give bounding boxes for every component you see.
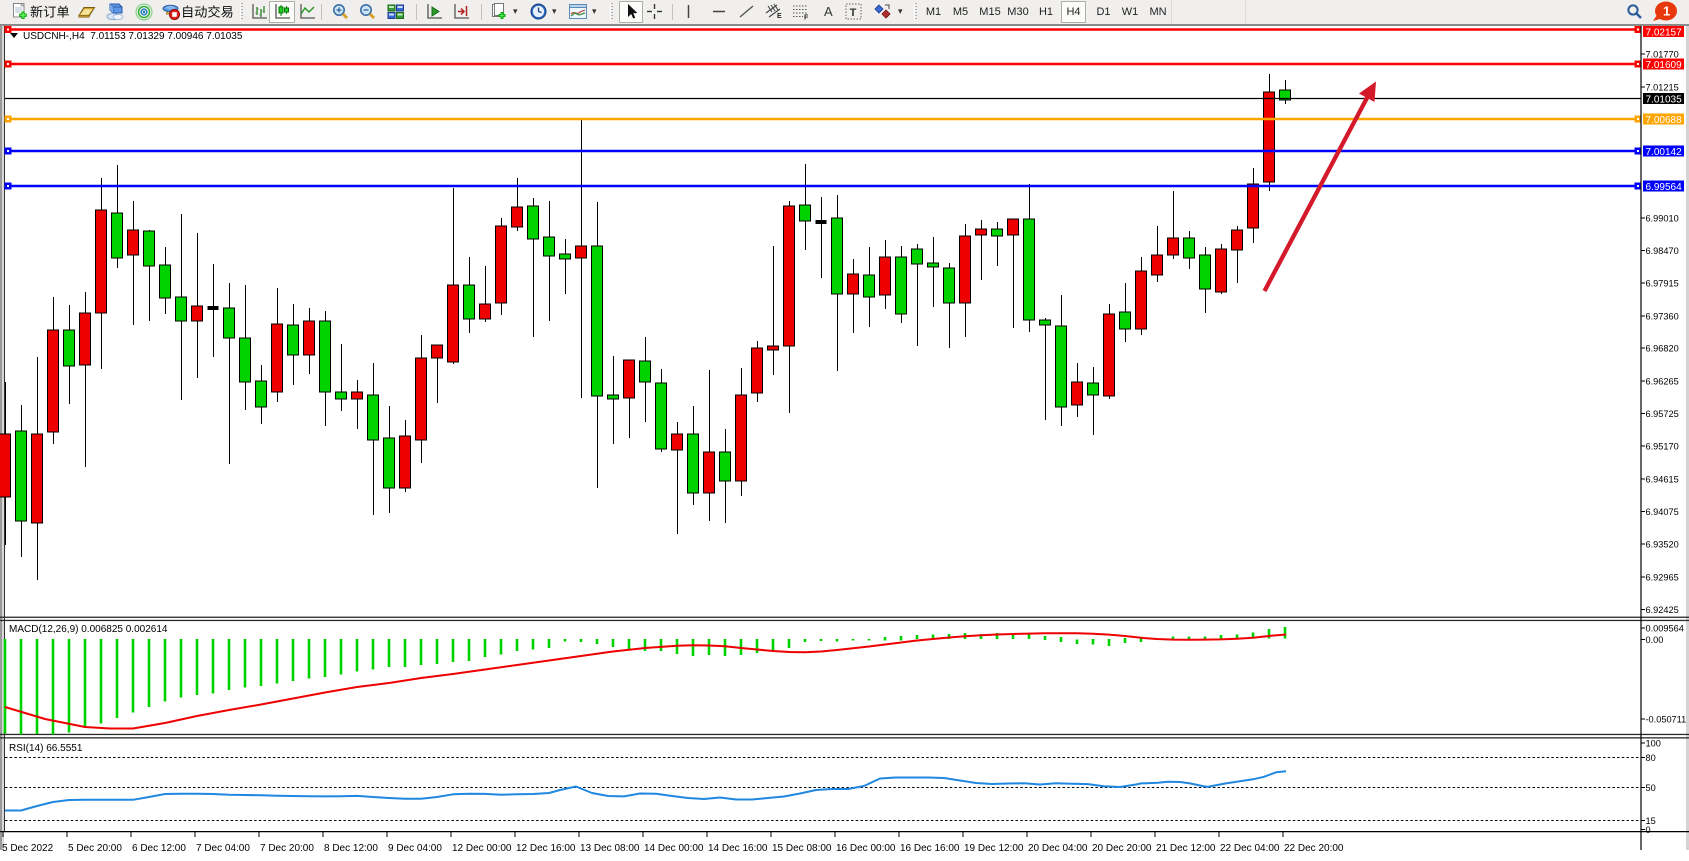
svg-text:5 Dec 2022: 5 Dec 2022 bbox=[2, 843, 54, 854]
svg-text:20 Dec 20:00: 20 Dec 20:00 bbox=[1092, 843, 1152, 854]
svg-text:MACD(12,26,9) 0.006825 0.00261: MACD(12,26,9) 0.006825 0.002614 bbox=[9, 624, 168, 635]
svg-text:RSI(14) 66.5551: RSI(14) 66.5551 bbox=[9, 743, 83, 754]
svg-text:50: 50 bbox=[1646, 783, 1656, 793]
svg-text:7.01035: 7.01035 bbox=[1646, 94, 1683, 105]
svg-text:7 Dec 20:00: 7 Dec 20:00 bbox=[260, 843, 314, 854]
svg-text:15: 15 bbox=[1646, 816, 1656, 826]
svg-text:12 Dec 16:00: 12 Dec 16:00 bbox=[516, 843, 576, 854]
svg-text:6.92965: 6.92965 bbox=[1646, 572, 1679, 582]
svg-text:14 Dec 16:00: 14 Dec 16:00 bbox=[708, 843, 768, 854]
svg-text:T: T bbox=[850, 7, 857, 19]
svg-text:1: 1 bbox=[1663, 4, 1670, 19]
svg-text:20 Dec 04:00: 20 Dec 04:00 bbox=[1028, 843, 1088, 854]
svg-text:5 Dec 20:00: 5 Dec 20:00 bbox=[68, 843, 122, 854]
svg-text:6.97915: 6.97915 bbox=[1646, 278, 1679, 288]
svg-text:E: E bbox=[777, 13, 782, 20]
svg-text:6.96820: 6.96820 bbox=[1646, 343, 1679, 353]
svg-text:6.96265: 6.96265 bbox=[1646, 376, 1679, 386]
svg-text:6.99564: 6.99564 bbox=[1646, 182, 1683, 193]
svg-text:USDCNH-,H4 7.01153 7.01329 7.: USDCNH-,H4 7.01153 7.01329 7.00946 7.010… bbox=[23, 31, 243, 42]
svg-text:6.94615: 6.94615 bbox=[1646, 474, 1679, 484]
svg-text:80: 80 bbox=[1646, 753, 1656, 763]
svg-text:0: 0 bbox=[1646, 825, 1651, 835]
svg-text:6.99010: 6.99010 bbox=[1646, 213, 1679, 223]
svg-text:7.00142: 7.00142 bbox=[1646, 147, 1683, 158]
svg-text:7.01770: 7.01770 bbox=[1646, 49, 1679, 59]
svg-text:6.93520: 6.93520 bbox=[1646, 539, 1679, 549]
svg-text:15 Dec 08:00: 15 Dec 08:00 bbox=[772, 843, 832, 854]
svg-text:7.01609: 7.01609 bbox=[1646, 60, 1683, 71]
svg-text:8 Dec 12:00: 8 Dec 12:00 bbox=[324, 843, 378, 854]
svg-text:7 Dec 04:00: 7 Dec 04:00 bbox=[196, 843, 250, 854]
svg-text:19 Dec 12:00: 19 Dec 12:00 bbox=[964, 843, 1024, 854]
svg-text:21 Dec 12:00: 21 Dec 12:00 bbox=[1156, 843, 1216, 854]
svg-text:0.00: 0.00 bbox=[1646, 635, 1664, 645]
svg-text:6.92425: 6.92425 bbox=[1646, 605, 1679, 615]
svg-text:14 Dec 00:00: 14 Dec 00:00 bbox=[644, 843, 704, 854]
svg-text:22 Dec 20:00: 22 Dec 20:00 bbox=[1284, 843, 1344, 854]
svg-text:13 Dec 08:00: 13 Dec 08:00 bbox=[580, 843, 640, 854]
svg-text:6.98470: 6.98470 bbox=[1646, 246, 1679, 256]
svg-text:6.95725: 6.95725 bbox=[1646, 409, 1679, 419]
svg-text:16 Dec 00:00: 16 Dec 00:00 bbox=[836, 843, 896, 854]
svg-text:7.01215: 7.01215 bbox=[1646, 82, 1679, 92]
svg-text:0.009564: 0.009564 bbox=[1646, 623, 1684, 633]
svg-text:-0.050711: -0.050711 bbox=[1646, 714, 1687, 724]
svg-text:100: 100 bbox=[1646, 738, 1661, 748]
svg-text:7.00688: 7.00688 bbox=[1646, 115, 1683, 126]
svg-text:6.97360: 6.97360 bbox=[1646, 311, 1679, 321]
svg-text:6 Dec 12:00: 6 Dec 12:00 bbox=[132, 843, 186, 854]
svg-text:6.95170: 6.95170 bbox=[1646, 441, 1679, 451]
svg-text:9 Dec 04:00: 9 Dec 04:00 bbox=[388, 843, 442, 854]
svg-text:F: F bbox=[804, 15, 809, 21]
svg-text:12 Dec 00:00: 12 Dec 00:00 bbox=[452, 843, 512, 854]
svg-text:16 Dec 16:00: 16 Dec 16:00 bbox=[900, 843, 960, 854]
svg-text:7.02157: 7.02157 bbox=[1646, 27, 1683, 38]
svg-text:22 Dec 04:00: 22 Dec 04:00 bbox=[1220, 843, 1280, 854]
svg-text:6.94075: 6.94075 bbox=[1646, 507, 1679, 517]
